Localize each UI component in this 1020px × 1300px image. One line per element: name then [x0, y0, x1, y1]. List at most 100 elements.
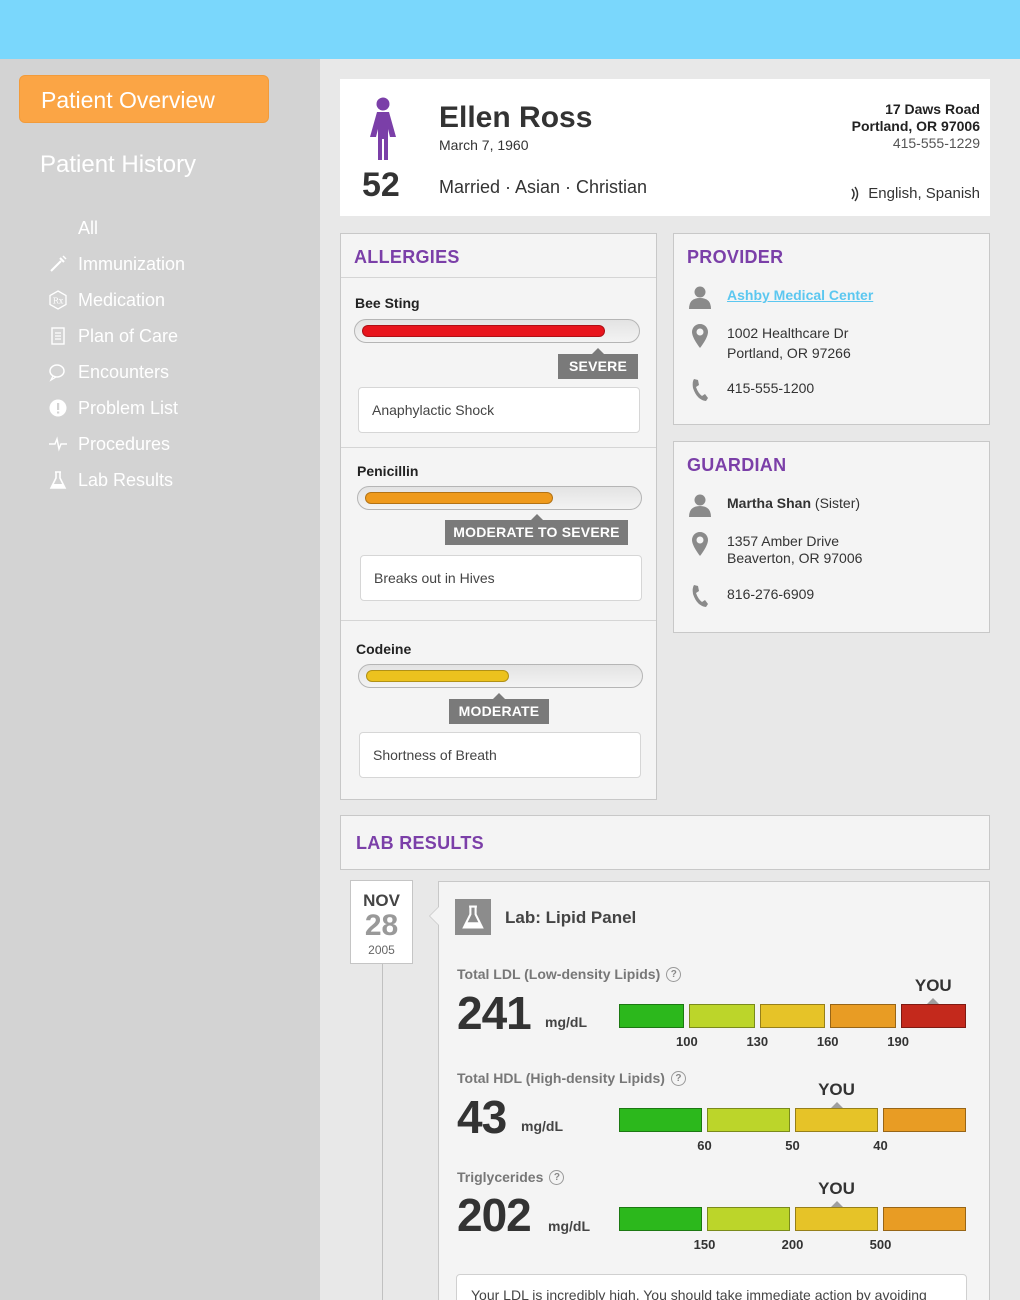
history-nav: All Immunization Rx Medication Plan of C…: [44, 210, 314, 498]
sidebar-item-label: Lab Results: [78, 469, 174, 490]
lab-results-title: LAB RESULTS: [356, 833, 484, 853]
sidebar-item-lab-results[interactable]: Lab Results: [44, 462, 314, 498]
sidebar-item-encounters[interactable]: Encounters: [44, 354, 314, 390]
chat-bubbles-icon: [44, 361, 72, 383]
guardian-name: Martha Shan: [727, 495, 812, 511]
guardian-title: GUARDIAN: [687, 455, 787, 475]
patient-name: Ellen Ross: [439, 101, 593, 134]
allergy-name: Penicillin: [357, 463, 419, 479]
provider-name-link[interactable]: Ashby Medical Center: [727, 287, 874, 303]
range-segment: [883, 1207, 966, 1231]
sidebar-item-immunization[interactable]: Immunization: [44, 246, 314, 282]
sidebar-item-problem-list[interactable]: Problem List: [44, 390, 314, 426]
range-segment: [883, 1108, 966, 1132]
severity-badge: MODERATE: [449, 693, 549, 724]
divider: [341, 620, 656, 621]
range-tick-label: 50: [785, 1138, 800, 1153]
allergy-name: Codeine: [356, 641, 412, 657]
metric-name: Total HDL (High-density Lipids)?: [457, 1070, 686, 1086]
lab-date-badge: NOV 28 2005: [350, 880, 413, 964]
location-pin-icon: [686, 531, 714, 557]
metric-value: 241: [457, 987, 532, 1039]
provider-phone-row: 415-555-1200: [686, 378, 814, 402]
person-icon: [686, 493, 714, 517]
patient-history-heading[interactable]: Patient History: [40, 151, 197, 178]
range-segment: [795, 1207, 878, 1231]
sidebar-item-plan-of-care[interactable]: Plan of Care: [44, 318, 314, 354]
you-marker-label: YOU: [818, 1179, 855, 1198]
guardian-phone[interactable]: 816-276-6909: [727, 586, 815, 602]
syringe-icon: [44, 253, 72, 275]
location-pin-icon: [686, 323, 714, 349]
svg-text:Rx: Rx: [53, 297, 64, 306]
severity-badge: MODERATE TO SEVERE: [445, 514, 628, 545]
range-tick-label: 160: [816, 1034, 839, 1049]
metric-name-text: Total HDL (High-density Lipids): [457, 1070, 665, 1086]
allergies-panel: ALLERGIES Bee Sting SEVERE Anaphylactic …: [340, 233, 657, 800]
lab-card: Lab: Lipid Panel Total LDL (Low-density …: [429, 881, 990, 1300]
range-segment: [619, 1108, 702, 1132]
metric-value: 202: [457, 1189, 532, 1241]
allergy-name: Bee Sting: [355, 295, 420, 311]
metric-unit: mg/dL: [548, 1218, 590, 1234]
help-icon[interactable]: ?: [670, 1070, 686, 1086]
patient-demographics: Married · Asian · Christian: [439, 177, 648, 197]
lab-results-header: LAB RESULTS: [340, 815, 990, 870]
guardian-name-text: Martha Shan (Sister): [727, 493, 860, 513]
divider: [341, 277, 656, 278]
severity-track: [354, 319, 640, 343]
person-icon: [686, 285, 714, 309]
guardian-panel: GUARDIAN Martha Shan (Sister) 1357 Amber…: [673, 441, 990, 633]
pulse-icon: [44, 433, 72, 455]
metric-name-text: Triglycerides: [457, 1169, 544, 1185]
sidebar-item-medication[interactable]: Rx Medication: [44, 282, 314, 318]
sidebar-item-procedures[interactable]: Procedures: [44, 426, 314, 462]
provider-name-row: Ashby Medical Center: [686, 285, 873, 309]
range-tick-label: 130: [746, 1034, 769, 1049]
patient-card: 52 Ellen Ross March 7, 1960 Married · As…: [340, 79, 990, 216]
guardian-relation: (Sister): [814, 495, 861, 511]
lab-note: Your LDL is incredibly high. You should …: [456, 1274, 967, 1300]
severity-fill: [366, 670, 509, 682]
phone-icon: [686, 378, 714, 402]
divider: [341, 447, 656, 448]
sidebar-item-label: Medication: [78, 289, 166, 310]
allergies-title: ALLERGIES: [354, 247, 460, 267]
range-segment: [900, 1004, 966, 1028]
range-segment: [707, 1207, 790, 1231]
provider-address-line-2: Portland, OR 97266: [727, 345, 851, 361]
help-icon[interactable]: ?: [549, 1169, 565, 1185]
sidebar-item-all[interactable]: All: [78, 210, 314, 246]
top-bar: [0, 0, 1020, 59]
guardian-address-line-1: 1357 Amber Drive: [727, 533, 840, 549]
you-marker-label: YOU: [818, 1080, 855, 1099]
provider-phone[interactable]: 415-555-1200: [727, 380, 815, 396]
range-tick-label: 60: [697, 1138, 712, 1153]
help-icon[interactable]: ?: [666, 966, 682, 982]
you-marker-pointer: [830, 1102, 843, 1108]
sidebar-item-label: Immunization: [78, 253, 186, 274]
address-line-2: Portland, OR 97006: [851, 118, 980, 134]
languages-text: English, Spanish: [868, 185, 980, 202]
address-line-1: 17 Daws Road: [885, 101, 980, 117]
range-segment: [759, 1004, 826, 1028]
speech-waves-icon: [851, 186, 859, 201]
lab-date-year: 2005: [368, 943, 395, 957]
you-marker-pointer: [927, 998, 940, 1004]
sidebar-item-label: Encounters: [78, 361, 170, 382]
metric-unit: mg/dL: [545, 1014, 587, 1030]
reaction-box: Breaks out in Hives: [360, 555, 642, 601]
patient-dob: March 7, 1960: [439, 137, 529, 153]
range-segment: [619, 1207, 702, 1231]
range-tick-label: 40: [873, 1138, 888, 1153]
patient-languages: English, Spanish: [850, 185, 980, 202]
rx-icon: Rx: [44, 289, 72, 311]
metric-name: Total LDL (Low-density Lipids)?: [457, 966, 682, 982]
metric-name: Triglycerides?: [457, 1169, 565, 1185]
range-segment: [830, 1004, 896, 1028]
range-tick-label: 200: [781, 1237, 804, 1252]
patient-overview-button[interactable]: Patient Overview: [19, 75, 269, 123]
guardian-address-row: 1357 Amber Drive Beaverton, OR 97006: [686, 531, 862, 567]
sidebar-item-label: All: [78, 217, 99, 238]
alert-icon: [44, 397, 72, 419]
